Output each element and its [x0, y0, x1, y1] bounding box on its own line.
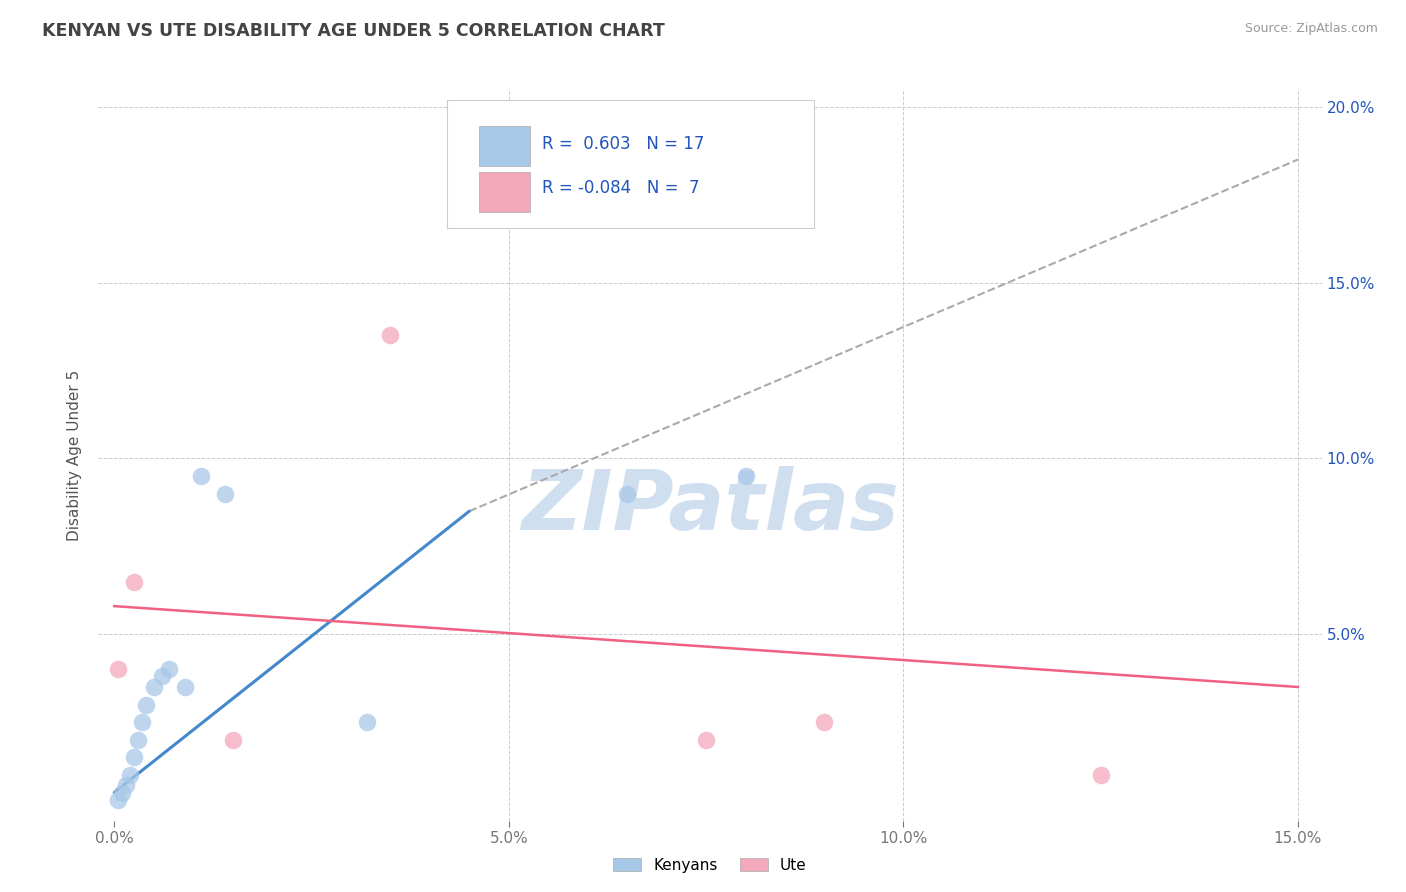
Point — [122, 750, 145, 764]
Legend: Kenyans, Ute: Kenyans, Ute — [607, 852, 813, 879]
Point — [118, 768, 141, 782]
Point — [813, 715, 835, 730]
Y-axis label: Disability Age Under 5: Disability Age Under 5 — [67, 369, 83, 541]
Text: R = -0.084   N =  7: R = -0.084 N = 7 — [543, 179, 700, 197]
Text: ZIPatlas: ZIPatlas — [522, 466, 898, 547]
FancyBboxPatch shape — [447, 100, 814, 228]
Point — [221, 732, 243, 747]
Point — [122, 574, 145, 589]
Point — [115, 779, 138, 793]
Point — [150, 669, 173, 683]
Point — [135, 698, 157, 712]
Bar — [479, 172, 530, 212]
Point — [1090, 768, 1112, 782]
Point — [159, 662, 181, 676]
Text: R =  0.603   N = 17: R = 0.603 N = 17 — [543, 135, 704, 153]
Point — [111, 785, 134, 799]
Point — [190, 469, 212, 483]
Point — [616, 486, 638, 500]
Point — [142, 680, 165, 694]
Point — [174, 680, 197, 694]
Text: Source: ZipAtlas.com: Source: ZipAtlas.com — [1244, 22, 1378, 36]
Point — [380, 328, 402, 343]
Point — [356, 715, 378, 730]
Point — [214, 486, 236, 500]
Bar — [479, 126, 530, 166]
Point — [734, 469, 756, 483]
Point — [131, 715, 153, 730]
Point — [107, 662, 129, 676]
Point — [695, 732, 717, 747]
Point — [127, 732, 149, 747]
Point — [107, 792, 129, 806]
Text: KENYAN VS UTE DISABILITY AGE UNDER 5 CORRELATION CHART: KENYAN VS UTE DISABILITY AGE UNDER 5 COR… — [42, 22, 665, 40]
